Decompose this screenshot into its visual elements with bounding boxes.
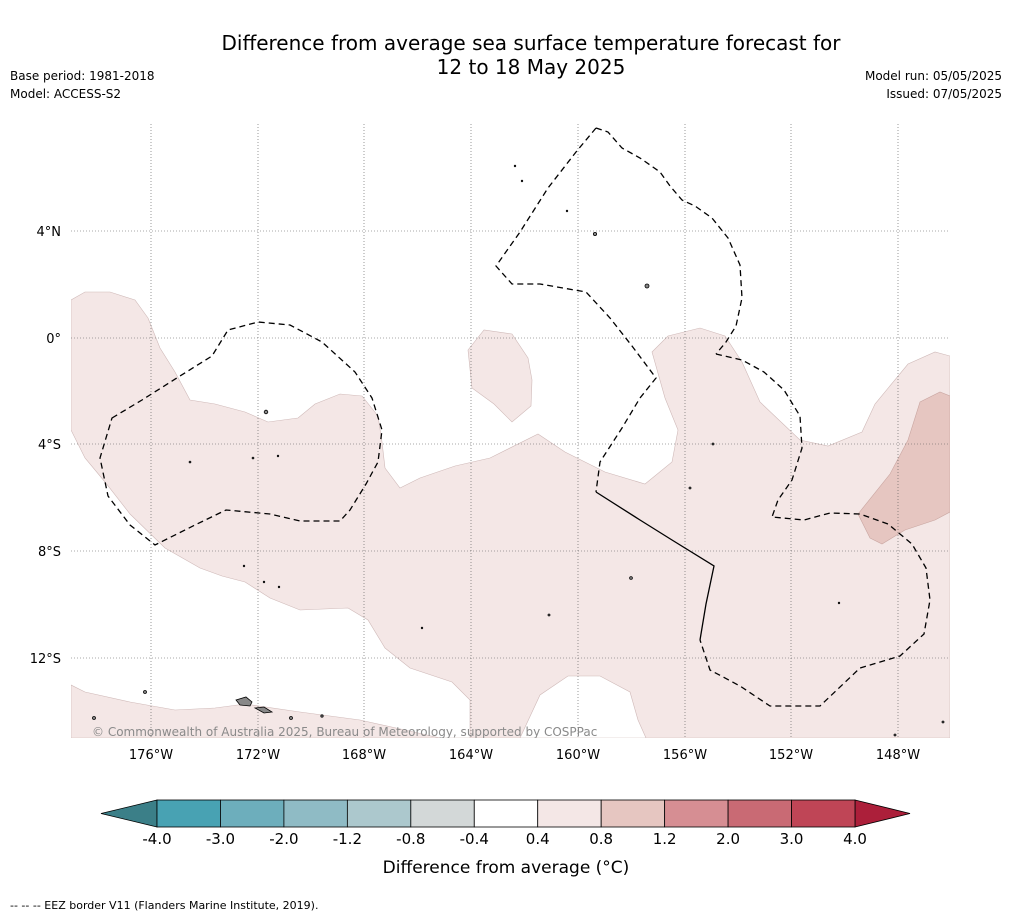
copyright-notice: © Commonwealth of Australia 2025, Bureau…	[92, 725, 597, 739]
model-name: Model: ACCESS-S2	[10, 87, 122, 101]
colorbar-over-arrow	[854, 799, 911, 828]
colorbar-segment	[283, 799, 348, 828]
lat-labels: 4°N 0° 4°S 8°S 12°S	[30, 225, 61, 667]
colorbar-segment	[537, 799, 602, 828]
no-anomaly-hole	[519, 675, 647, 738]
model-run: Model run: 05/05/2025	[864, 69, 1002, 83]
title-line-2: 12 to 18 May 2025	[436, 55, 626, 79]
anomaly-region-stronger	[857, 391, 950, 545]
islands	[92, 164, 945, 737]
eez-cook-north	[699, 353, 931, 707]
anomaly-region-patch	[467, 329, 533, 423]
eez-solid-boundary	[595, 491, 715, 641]
colorbar-tick-label: 4.0	[843, 830, 867, 848]
colorbar-tick-label: -0.8	[396, 830, 425, 848]
colorbar-tick-label: 2.0	[716, 830, 740, 848]
eez-legend-note: -- -- -- EEZ border V11 (Flanders Marine…	[10, 899, 319, 912]
chart-title: Difference from average sea surface temp…	[0, 31, 1011, 79]
graticule	[71, 124, 950, 738]
samoa-upolu-island	[253, 706, 274, 714]
lon-labels: 176°W 172°W 168°W 164°W 160°W 156°W 152°…	[129, 748, 920, 763]
eez-line-islands-north	[595, 127, 743, 355]
colorbar-segments	[156, 799, 856, 828]
colorbar-segment	[791, 799, 856, 828]
anomaly-region-main	[71, 291, 950, 738]
colorbar-label: Difference from average (°C)	[383, 858, 630, 878]
colorbar-tick-label: -1.2	[333, 830, 362, 848]
colorbar-tick-label: 0.4	[526, 830, 550, 848]
lon-label: 176°W	[129, 748, 173, 763]
colorbar-segment	[727, 799, 792, 828]
colorbar-segment	[220, 799, 285, 828]
lon-label: 160°W	[556, 748, 600, 763]
colorbar-tick-label: 1.2	[653, 830, 677, 848]
lat-label: 8°S	[38, 545, 61, 560]
colorbar-tick-label: -0.4	[460, 830, 489, 848]
colorbar-tick-label: -2.0	[269, 830, 298, 848]
lon-label: 164°W	[449, 748, 493, 763]
meta-right: Model run: 05/05/2025 Issued: 07/05/2025	[865, 67, 1002, 103]
colorbar-segment	[156, 799, 221, 828]
colorbar-segment	[346, 799, 412, 828]
colorbar-segment	[410, 799, 475, 828]
title-line-1: Difference from average sea surface temp…	[221, 31, 841, 55]
colorbar-segment	[664, 799, 729, 828]
base-period: Base period: 1981-2018	[10, 69, 155, 83]
colorbar-tick-label: 0.8	[589, 830, 613, 848]
meta-left: Base period: 1981-2018 Model: ACCESS-S2	[10, 67, 155, 103]
lat-label: 4°N	[37, 225, 62, 240]
colorbar: -4.0 -3.0 -2.0 -1.2 -0.8 -0.4 0.4 0.8 1.2 2.0 3.0 4…	[100, 799, 911, 878]
colorbar-under-arrow	[100, 799, 158, 828]
colorbar-segment	[473, 799, 539, 828]
lon-label: 172°W	[236, 748, 280, 763]
lon-label: 156°W	[663, 748, 707, 763]
lat-label: 4°S	[38, 438, 61, 453]
eez-tokelau	[99, 321, 383, 546]
samoa-savaii-island	[235, 696, 253, 707]
map-area: © Commonwealth of Australia 2025, Bureau…	[71, 124, 950, 739]
lon-label: 152°W	[769, 748, 813, 763]
eez-howland-loop	[495, 127, 657, 493]
colorbar-tick-label: -4.0	[142, 830, 171, 848]
lon-label: 168°W	[342, 748, 386, 763]
colorbar-segment	[600, 799, 666, 828]
colorbar-ticks: -4.0 -3.0 -2.0 -1.2 -0.8 -0.4 0.4 0.8 1.2 2.0 3.0 4…	[142, 830, 867, 848]
lon-label: 148°W	[876, 748, 920, 763]
eez-borders	[99, 127, 931, 707]
lat-label: 12°S	[30, 652, 61, 667]
issued-date: Issued: 07/05/2025	[886, 87, 1002, 101]
colorbar-tick-label: 3.0	[780, 830, 804, 848]
lat-label: 0°	[46, 332, 61, 347]
colorbar-tick-label: -3.0	[206, 830, 235, 848]
